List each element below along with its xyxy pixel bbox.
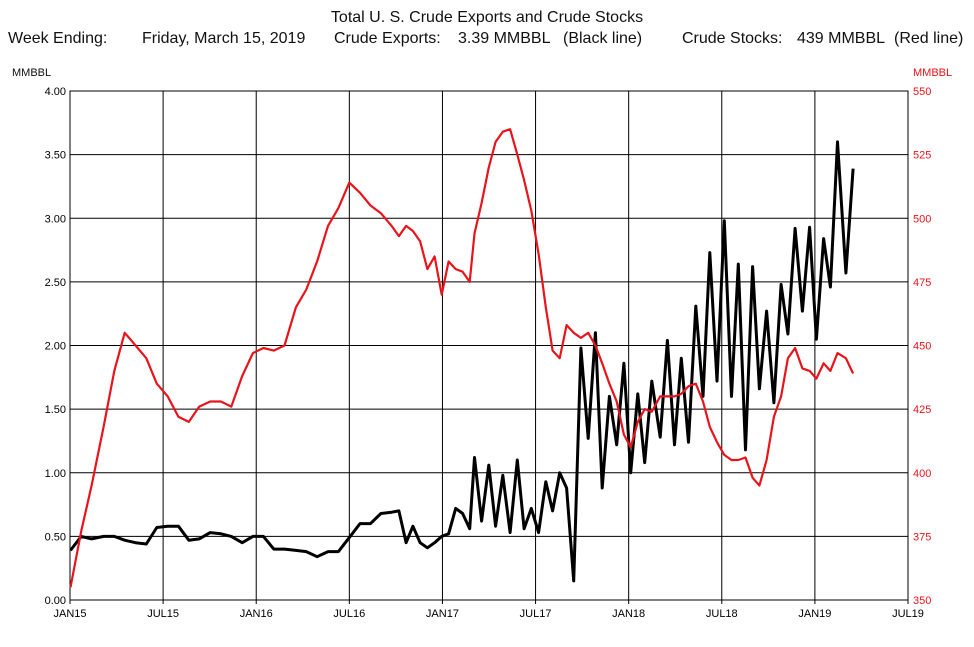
exports-value: 3.39 MMBBL xyxy=(458,30,551,47)
left-y-tick-label: 2.50 xyxy=(45,277,66,289)
left-y-tick-label: 2.00 xyxy=(45,341,66,353)
chart-title: Total U. S. Crude Exports and Crude Stoc… xyxy=(330,9,644,26)
x-tick-label: JAN19 xyxy=(798,608,831,620)
right-y-tick-label: 400 xyxy=(913,468,931,480)
crude-stocks-line xyxy=(69,128,855,588)
right-y-tick-label: 425 xyxy=(913,404,931,416)
stocks-note: (Red line) xyxy=(894,30,964,47)
x-tick-label: JUL18 xyxy=(706,608,738,620)
week-ending-value: Friday, March 15, 2019 xyxy=(142,30,306,47)
left-y-tick-label: 1.50 xyxy=(45,404,66,416)
right-y-tick-label: 450 xyxy=(913,341,931,353)
left-y-tick-label: 4.00 xyxy=(45,86,66,98)
x-tick-label: JAN18 xyxy=(612,608,645,620)
week-ending-label: Week Ending: xyxy=(8,30,108,47)
stocks-value: 439 MMBBL xyxy=(797,30,886,47)
right-y-tick-label: 550 xyxy=(913,86,931,98)
exports-note: (Black line) xyxy=(563,30,643,47)
x-tick-label: JUL17 xyxy=(520,608,552,620)
right-y-tick-label: 350 xyxy=(913,595,931,607)
left-y-tick-label: 0.50 xyxy=(45,531,66,543)
crude-exports-line xyxy=(69,140,855,583)
x-tick-label: JAN17 xyxy=(426,608,459,620)
left-axis-unit: MMBBL xyxy=(12,67,52,79)
right-axis-unit: MMBBL xyxy=(913,67,953,79)
x-tick-label: JAN15 xyxy=(53,608,86,620)
x-tick-label: JUL15 xyxy=(147,608,179,620)
left-y-tick-label: 0.00 xyxy=(45,595,66,607)
exports-label: Crude Exports: xyxy=(334,30,441,47)
right-y-tick-label: 525 xyxy=(913,150,931,162)
left-y-tick-label: 3.00 xyxy=(45,213,66,225)
x-tick-label: JUL16 xyxy=(333,608,365,620)
right-y-tick-label: 500 xyxy=(913,213,931,225)
left-y-tick-label: 3.50 xyxy=(45,150,66,162)
right-y-tick-label: 475 xyxy=(913,277,931,289)
stocks-label: Crude Stocks: xyxy=(682,30,783,47)
right-y-tick-label: 375 xyxy=(913,531,931,543)
x-tick-label: JAN16 xyxy=(240,608,273,620)
left-y-tick-label: 1.00 xyxy=(45,468,66,480)
x-tick-label: JUL19 xyxy=(892,608,924,620)
